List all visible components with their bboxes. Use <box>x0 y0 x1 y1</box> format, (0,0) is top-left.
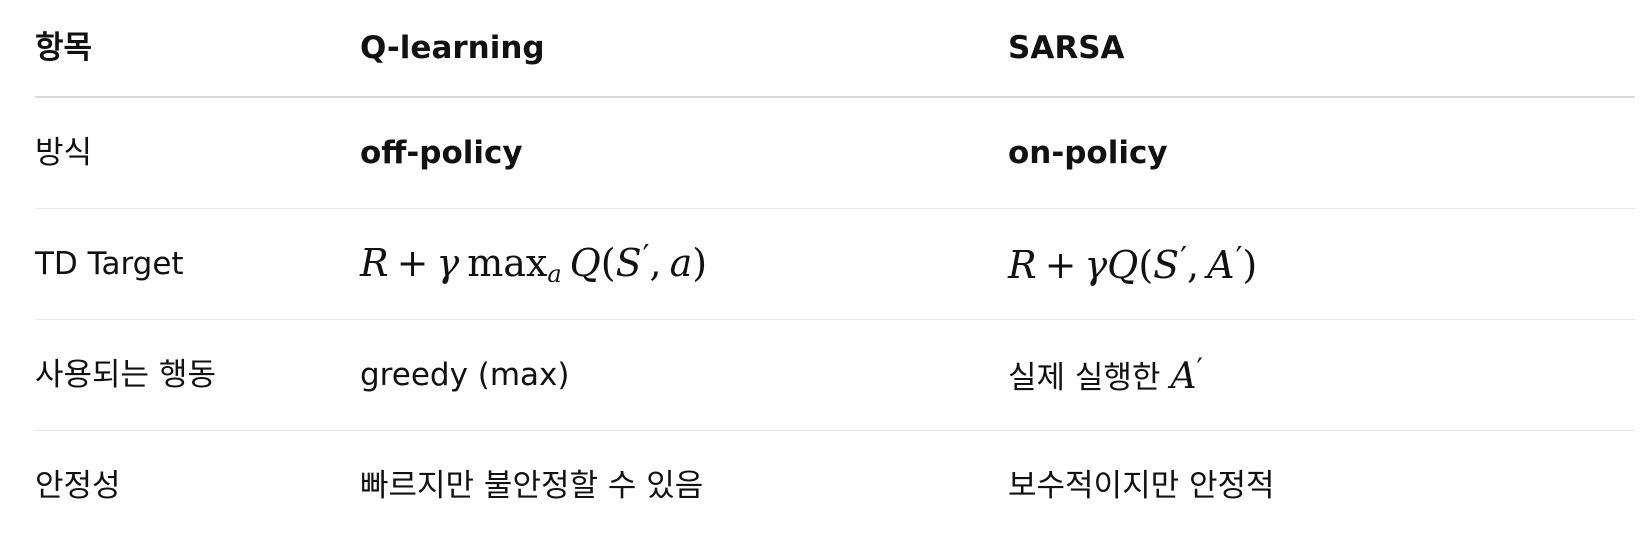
q-learning-method: off-policy <box>360 134 523 171</box>
table-row-method: 방식 off-policy on-policy <box>35 98 1635 209</box>
q-learning-formula: R + γ maxa Q(S′, a) <box>360 239 708 288</box>
row-label: 안정성 <box>35 468 121 504</box>
sarsa-action-text: 실제 실행한 <box>1008 360 1161 396</box>
table-header-row: 항목 Q-learning SARSA <box>35 0 1635 98</box>
sarsa-formula: R + γQ(S′, A′) <box>1008 241 1258 287</box>
row-label: 사용되는 행동 <box>35 356 216 393</box>
q-learning-stability: 빠르지만 불안정할 수 있음 <box>360 468 704 504</box>
header-q-learning: Q-learning <box>360 29 545 66</box>
sarsa-td-target: R + γQ(S′, A′) <box>1008 241 1635 287</box>
sarsa-stability: 보수적이지만 안정적 <box>1008 468 1275 504</box>
table-row-action-used: 사용되는 행동 greedy (max) 실제 실행한 A′ <box>35 320 1635 431</box>
header-item: 항목 <box>35 29 93 66</box>
header-sarsa: SARSA <box>1008 29 1125 66</box>
table-row-td-target: TD Target R + γ maxa Q(S′, a) R + γQ(S′, A′) <box>35 209 1635 320</box>
row-label: 방식 <box>35 134 93 171</box>
q-learning-td-target: R + γ maxa Q(S′, a) <box>360 239 1008 288</box>
sarsa-method: on-policy <box>1008 134 1168 171</box>
table-row-stability: 안정성 빠르지만 불안정할 수 있음 보수적이지만 안정적 <box>35 431 1635 542</box>
sarsa-action: 실제 실행한 A′ <box>1008 355 1635 395</box>
row-label: TD Target <box>35 245 184 282</box>
comparison-table: 항목 Q-learning SARSA 방식 off-policy on-pol… <box>35 0 1635 542</box>
q-learning-action: greedy (max) <box>360 356 570 393</box>
sarsa-action-math: A′ <box>1170 352 1203 397</box>
